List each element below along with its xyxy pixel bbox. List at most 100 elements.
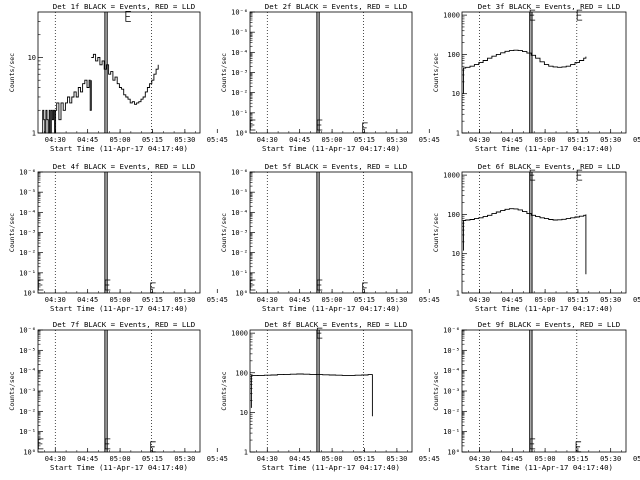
x-tick-label: 05:45	[207, 136, 228, 144]
panel-title: Det 6f BLACK = Events, RED = LLD	[478, 162, 620, 171]
plot-frame	[37, 11, 201, 134]
y-tick-label: 10	[240, 409, 248, 417]
y-tick-label: 10⁻⁶	[231, 169, 248, 177]
y-tick-label: 10⁰	[23, 449, 36, 457]
x-tick-label: 04:30	[45, 136, 66, 144]
x-axis-label: Start Time (11-Apr-17 04:17:40)	[262, 463, 400, 472]
y-tick-label: 10⁰	[447, 449, 460, 457]
lld-marker	[576, 9, 583, 21]
x-tick-label: 05:15	[567, 296, 588, 304]
panel-1: Det 1f BLACK = Events, RED = LLD 1 10 04:30…	[8, 2, 228, 153]
y-tick-label: 10⁰	[23, 290, 36, 298]
y-tick-label: 10⁻⁴	[443, 367, 460, 375]
y-axis-label: Counts/sec	[8, 53, 16, 92]
y-tick-label: 1000	[231, 330, 248, 338]
events-series-line	[250, 373, 373, 417]
x-tick-label: 04:30	[257, 296, 278, 304]
lld-marker	[575, 441, 582, 453]
x-tick-label: 05:30	[386, 455, 407, 463]
plot-frame	[461, 11, 627, 134]
panel-title: Det 4f BLACK = Events, RED = LLD	[53, 162, 195, 171]
x-tick-label: 05:45	[633, 455, 640, 463]
x-tick-label: 05:15	[567, 455, 588, 463]
x-tick-label: 05:45	[633, 136, 640, 144]
x-tick-label: 05:00	[322, 296, 343, 304]
y-tick-label: 10	[452, 250, 460, 258]
lld-marker	[125, 10, 131, 22]
panel-6: Det 6f BLACK = Events, RED = LLD 1 10 100 10…	[432, 162, 640, 313]
plot-frame	[249, 329, 413, 453]
plot-frame	[249, 171, 413, 294]
panel-title: Det 7f BLACK = Events, RED = LLD	[53, 320, 195, 329]
y-tick-label: 1000	[443, 12, 460, 20]
x-tick-label: 05:45	[419, 296, 440, 304]
x-tick-label: 05:30	[386, 296, 407, 304]
lld-marker	[529, 438, 536, 450]
lld-marker	[104, 438, 111, 450]
lld-marker	[362, 282, 368, 294]
x-tick-label: 04:30	[45, 296, 66, 304]
y-axis-label: Counts/sec	[220, 371, 228, 410]
y-tick-label: 10⁻¹	[231, 109, 248, 117]
panel-2: Det 2f BLACK = Events, RED = LLD 10⁰ 10⁻¹ 1…	[220, 2, 440, 153]
y-tick-label: 10⁻⁴	[19, 367, 36, 375]
y-tick-label: 10⁻³	[19, 229, 36, 237]
lld-marker	[316, 119, 323, 131]
lld-marker	[104, 279, 111, 291]
x-tick-label: 05:15	[354, 136, 375, 144]
plot-frame	[37, 329, 201, 453]
panel-title: Det 3f BLACK = Events, RED = LLD	[478, 2, 620, 11]
x-tick-label: 04:45	[289, 455, 310, 463]
x-tick-label: 05:00	[535, 296, 556, 304]
x-tick-label: 05:00	[110, 455, 131, 463]
y-tick-label: 1000	[443, 172, 460, 180]
y-axis-label: Counts/sec	[220, 53, 228, 92]
y-tick-label: 10⁻¹	[443, 428, 460, 436]
plot-frame	[461, 171, 627, 294]
y-axis-label: Counts/sec	[432, 371, 440, 410]
x-tick-label: 04:30	[469, 455, 490, 463]
x-axis-label: Start Time (11-Apr-17 04:17:40)	[50, 463, 188, 472]
x-tick-label: 05:30	[600, 296, 621, 304]
y-tick-label: 10⁻¹	[19, 269, 36, 277]
x-tick-label: 05:15	[567, 136, 588, 144]
x-axis-label: Start Time (11-Apr-17 04:17:40)	[475, 463, 613, 472]
y-tick-label: 100	[235, 369, 248, 377]
y-tick-label: 10⁻⁶	[443, 327, 460, 335]
events-series-line	[463, 49, 587, 94]
lld-marker	[150, 441, 156, 453]
x-tick-label: 05:30	[386, 136, 407, 144]
x-tick-label: 04:45	[77, 296, 98, 304]
panel-title: Det 8f BLACK = Events, RED = LLD	[265, 320, 407, 329]
y-tick-label: 10	[28, 54, 36, 62]
y-tick-label: 10⁻⁴	[231, 49, 248, 57]
y-axis-label: Counts/sec	[8, 213, 16, 252]
y-tick-label: 10⁻⁵	[231, 29, 248, 37]
y-tick-label: 10⁻⁶	[19, 169, 36, 177]
x-tick-label: 05:30	[174, 136, 195, 144]
x-tick-label: 04:30	[257, 136, 278, 144]
y-tick-label: 10⁻²	[231, 89, 248, 97]
y-tick-label: 1	[456, 290, 460, 298]
y-tick-label: 10⁻⁵	[443, 347, 460, 355]
panel-8: Det 8f BLACK = Events, RED = LLD 1 10 100 10…	[220, 320, 440, 472]
x-tick-label: 04:45	[502, 455, 523, 463]
x-tick-label: 04:45	[289, 296, 310, 304]
x-tick-label: 04:45	[502, 136, 523, 144]
x-tick-label: 05:00	[110, 136, 131, 144]
lld-marker	[529, 169, 536, 181]
x-tick-label: 05:00	[535, 136, 556, 144]
panel-title: Det 5f BLACK = Events, RED = LLD	[265, 162, 407, 171]
panel-9: Det 9f BLACK = Events, RED = LLD 10⁰ 10⁻¹ 1…	[432, 320, 640, 472]
y-tick-label: 10⁻⁶	[231, 9, 248, 17]
y-tick-label: 10⁻²	[443, 408, 460, 416]
events-series-line	[91, 53, 159, 105]
panel-title: Det 9f BLACK = Events, RED = LLD	[478, 320, 620, 329]
y-tick-label: 10⁻⁶	[19, 327, 36, 335]
x-tick-label: 04:30	[469, 296, 490, 304]
x-tick-label: 05:30	[174, 296, 195, 304]
x-axis-label: Start Time (11-Apr-17 04:17:40)	[475, 144, 613, 153]
x-tick-label: 04:30	[257, 455, 278, 463]
y-axis-label: Counts/sec	[220, 213, 228, 252]
